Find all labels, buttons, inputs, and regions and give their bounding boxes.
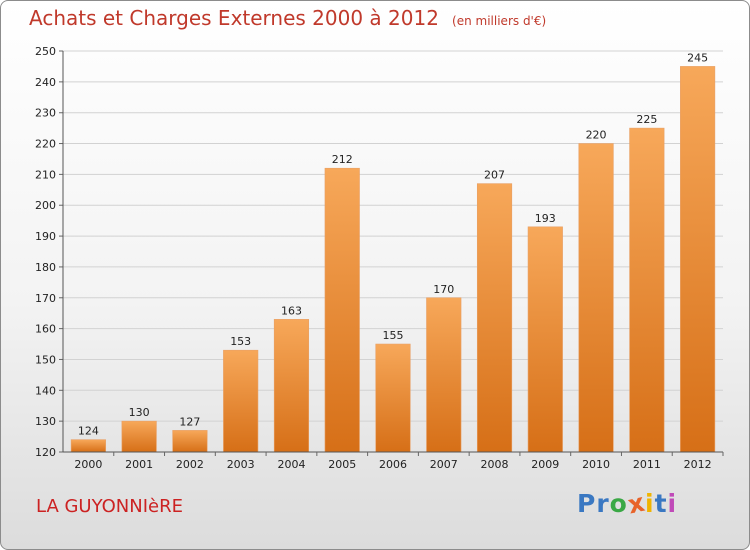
logo-letter: o [609, 489, 628, 518]
bar-value-label: 225 [636, 113, 657, 126]
x-tick-label: 2001 [125, 458, 153, 471]
x-tick-label: 2003 [227, 458, 255, 471]
bar-layer: 124 130 127 153 163 212 155 170 207 193 220 225 245 [70, 51, 716, 453]
bar-value-label: 124 [78, 425, 99, 438]
place-name: LA GUYONNIèRE [36, 496, 183, 517]
bar-value-label: 163 [281, 304, 302, 317]
logo-letter: t [654, 489, 668, 518]
bar [324, 167, 360, 453]
bar [426, 297, 462, 453]
bar [375, 343, 411, 453]
bar [629, 127, 665, 453]
logo-letter: i [667, 489, 678, 518]
bar [223, 349, 259, 453]
bar [273, 319, 310, 453]
x-tick-label: 2004 [277, 458, 305, 471]
x-tick-label: 2002 [176, 458, 204, 471]
x-tick-label: 2000 [74, 458, 102, 471]
bar [476, 183, 513, 453]
bar-value-label: 245 [687, 51, 708, 64]
y-tick-label: 130 [35, 415, 56, 428]
y-tick-label: 210 [35, 168, 56, 181]
bar [70, 439, 106, 453]
logo-letter: P [577, 489, 597, 518]
bar [680, 66, 716, 453]
y-tick-label: 230 [35, 107, 56, 120]
bar [172, 430, 208, 453]
bar-value-label: 220 [586, 129, 607, 142]
bar [527, 226, 563, 453]
bar [121, 420, 157, 453]
bar-value-label: 212 [332, 153, 353, 166]
bar-value-label: 155 [383, 329, 404, 342]
y-tick-label: 170 [35, 292, 56, 305]
logo-letter: i [645, 489, 655, 518]
y-tick-label: 180 [35, 261, 56, 274]
x-tick-label: 2011 [633, 458, 661, 471]
y-tick-label: 120 [35, 446, 56, 459]
y-tick-label: 220 [35, 138, 56, 151]
bar-value-label: 170 [433, 283, 454, 296]
y-tick-label: 150 [35, 353, 56, 366]
y-tick-label: 250 [35, 45, 56, 58]
axis-layer: 120 130 140 150 160 170 180 190 200 210 220 230 240 2… [35, 45, 724, 471]
bar [578, 143, 614, 453]
bar-value-label: 193 [535, 212, 556, 225]
x-tick-label: 2006 [379, 458, 407, 471]
bar-value-label: 130 [129, 406, 150, 419]
x-tick-label: 2010 [582, 458, 610, 471]
y-tick-label: 190 [35, 230, 56, 243]
y-tick-label: 240 [35, 76, 56, 89]
bar-value-label: 207 [484, 169, 505, 182]
chart-title-text: Achats et Charges Externes 2000 à 2012 [29, 6, 439, 30]
x-tick-label: 2007 [430, 458, 458, 471]
y-tick-label: 160 [35, 323, 56, 336]
x-tick-label: 2009 [531, 458, 559, 471]
y-tick-label: 140 [35, 384, 56, 397]
proxiti-logo: Proxiti [577, 488, 678, 520]
x-tick-label: 2008 [481, 458, 509, 471]
y-tick-label: 200 [35, 199, 56, 212]
bar-value-label: 127 [179, 415, 200, 428]
chart-title: Achats et Charges Externes 2000 à 2012 (… [29, 6, 546, 30]
x-tick-label: 2012 [684, 458, 712, 471]
logo-letter: r [596, 489, 610, 518]
chart-unit: (en milliers d'€) [452, 14, 547, 28]
x-tick-label: 2005 [328, 458, 356, 471]
bar-value-label: 153 [230, 335, 251, 348]
